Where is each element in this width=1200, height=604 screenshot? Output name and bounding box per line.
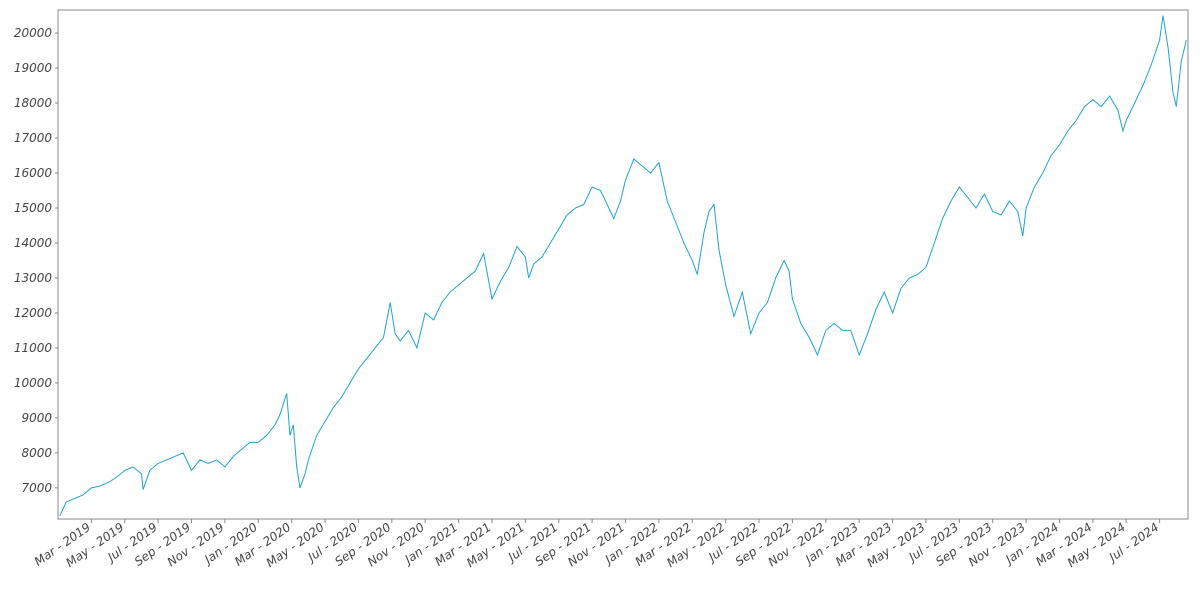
y-tick-label: 17000 <box>14 131 53 145</box>
y-tick-label: 12000 <box>14 306 53 320</box>
y-tick-label: 7000 <box>21 481 52 495</box>
y-tick-label: 19000 <box>14 61 53 75</box>
y-tick-label: 11000 <box>14 341 53 355</box>
y-tick-label: 8000 <box>21 446 52 460</box>
y-tick-label: 18000 <box>14 96 53 110</box>
y-tick-label: 9000 <box>21 411 52 425</box>
y-tick-label: 16000 <box>14 166 53 180</box>
plot-frame <box>57 9 1189 520</box>
y-tick-label: 20000 <box>14 26 53 40</box>
line <box>59 15 1187 517</box>
y-tick-label: 15000 <box>14 201 53 215</box>
y-tick-label: 10000 <box>14 376 53 390</box>
y-tick-label: 13000 <box>14 271 53 285</box>
y-tick-label: 14000 <box>14 236 53 250</box>
